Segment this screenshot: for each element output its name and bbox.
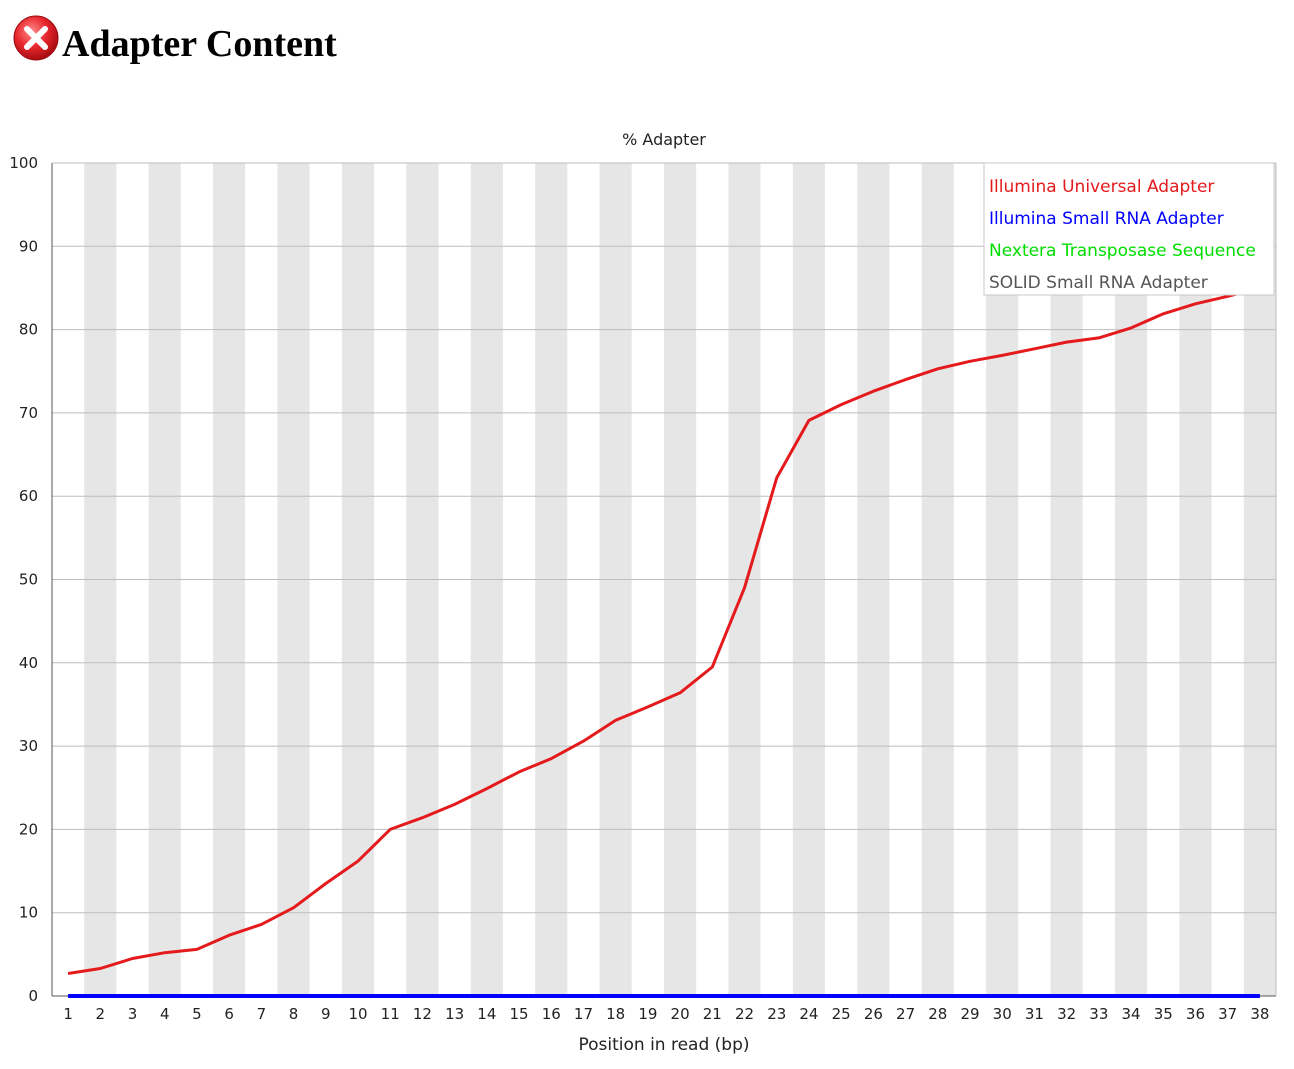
- page-title: Adapter Content: [62, 23, 337, 65]
- x-tick-label: 19: [638, 1005, 657, 1023]
- x-tick-label: 8: [289, 1005, 299, 1023]
- x-tick-label: 17: [574, 1005, 593, 1023]
- x-tick-label: 10: [348, 1005, 367, 1023]
- x-tick-label: 3: [128, 1005, 138, 1023]
- x-tick-label: 9: [321, 1005, 331, 1023]
- legend-entry: SOLID Small RNA Adapter: [989, 273, 1208, 293]
- y-tick-label: 90: [19, 237, 38, 255]
- adapter-content-chart: 0 10 20 30 40 50 60 70 80 90 100 1 2 3 4 5 6 7 8 9 10 11 12 13 1…: [0, 118, 1294, 1064]
- x-tick-label: 18: [606, 1005, 625, 1023]
- fail-cross-icon: [12, 14, 60, 62]
- y-tick-label: 40: [19, 654, 38, 672]
- y-tick-label: 60: [19, 487, 38, 505]
- x-tick-label: 28: [928, 1005, 947, 1023]
- x-tick-label: 34: [1122, 1005, 1141, 1023]
- x-tick-label: 22: [735, 1005, 754, 1023]
- legend-entry: Nextera Transposase Sequence: [989, 241, 1256, 261]
- x-tick-label: 30: [993, 1005, 1012, 1023]
- legend-entry: Illumina Universal Adapter: [989, 177, 1214, 197]
- x-tick-label: 15: [510, 1005, 529, 1023]
- y-tick-label: 100: [9, 154, 38, 172]
- x-tick-label: 26: [864, 1005, 883, 1023]
- legend-entry: Illumina Small RNA Adapter: [989, 209, 1224, 229]
- x-tick-label: 35: [1154, 1005, 1173, 1023]
- x-tick-label: 12: [413, 1005, 432, 1023]
- x-tick-label: 33: [1089, 1005, 1108, 1023]
- series-line-illumina-universal-adapter: [67, 286, 1261, 975]
- x-axis-label: Position in read (bp): [578, 1035, 749, 1055]
- x-tick-label: 23: [767, 1005, 786, 1023]
- x-tick-label: 25: [832, 1005, 851, 1023]
- x-tick-label: 38: [1250, 1005, 1269, 1023]
- x-tick-label: 11: [381, 1005, 400, 1023]
- y-tick-label: 50: [19, 571, 38, 589]
- legend-box: [983, 162, 1275, 296]
- x-tick-label: 5: [192, 1005, 202, 1023]
- x-tick-label: 2: [96, 1005, 106, 1023]
- x-tick-label: 13: [445, 1005, 464, 1023]
- report-header: Adapter Content: [12, 8, 337, 68]
- y-tick-label: 30: [19, 737, 38, 755]
- x-tick-label: 24: [799, 1005, 818, 1023]
- x-tick-label: 7: [257, 1005, 267, 1023]
- x-tick-label: 27: [896, 1005, 915, 1023]
- y-tick-label: 80: [19, 321, 38, 339]
- x-tick-label: 1: [63, 1005, 73, 1023]
- x-tick-label: 20: [671, 1005, 690, 1023]
- x-tick-label: 31: [1025, 1005, 1044, 1023]
- x-tick-label: 21: [703, 1005, 722, 1023]
- y-tick-label: 70: [19, 404, 38, 422]
- x-tick-label: 29: [960, 1005, 979, 1023]
- y-tick-label: 10: [19, 904, 38, 922]
- chart-title: % Adapter: [622, 130, 706, 149]
- x-tick-label: 6: [224, 1005, 234, 1023]
- x-tick-label: 32: [1057, 1005, 1076, 1023]
- x-tick-label: 37: [1218, 1005, 1237, 1023]
- y-tick-label: 20: [19, 820, 38, 838]
- x-tick-label: 4: [160, 1005, 170, 1023]
- x-tick-label: 36: [1186, 1005, 1205, 1023]
- y-tick-label: 0: [28, 987, 38, 1005]
- x-tick-label: 14: [477, 1005, 496, 1023]
- x-tick-label: 16: [542, 1005, 561, 1023]
